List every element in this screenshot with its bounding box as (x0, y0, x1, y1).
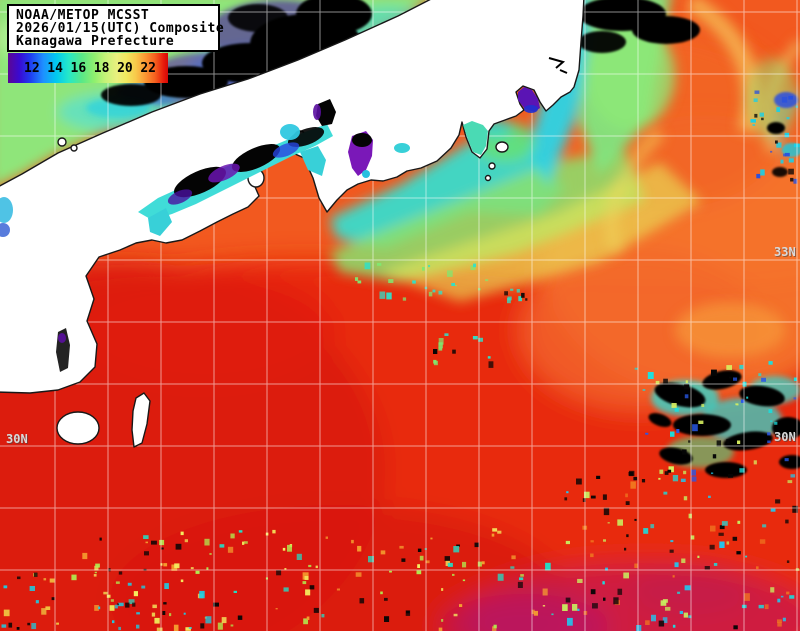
colorbar-tick: 18 (93, 60, 110, 76)
prefecture-name: Kanagawa Prefecture (16, 34, 175, 49)
temperature-colorbar: 12 14 16 18 20 22 (8, 53, 168, 83)
colorbar-tick: 20 (117, 60, 133, 76)
colorbar-tick: 14 (47, 60, 63, 76)
composite-date: 2026/01/15(UTC) Composite (16, 21, 225, 36)
land-japan (0, 0, 585, 448)
inland-waters (0, 57, 568, 372)
product-name: NOAA/METOP MCSST (16, 8, 150, 23)
colorbar-tick: 22 (140, 60, 156, 76)
title-box: NOAA/METOP MCSST 2026/01/15(UTC) Composi… (7, 4, 225, 52)
colorbar-tick: 16 (70, 60, 87, 76)
latitude-label-30n-left: 30N (6, 432, 28, 446)
colorbar-tick: 12 (24, 60, 40, 76)
latitude-label-30n-right: 30N (774, 430, 796, 444)
speckle-field (1, 90, 800, 631)
latitude-label-33n-right: 33N (774, 245, 796, 259)
